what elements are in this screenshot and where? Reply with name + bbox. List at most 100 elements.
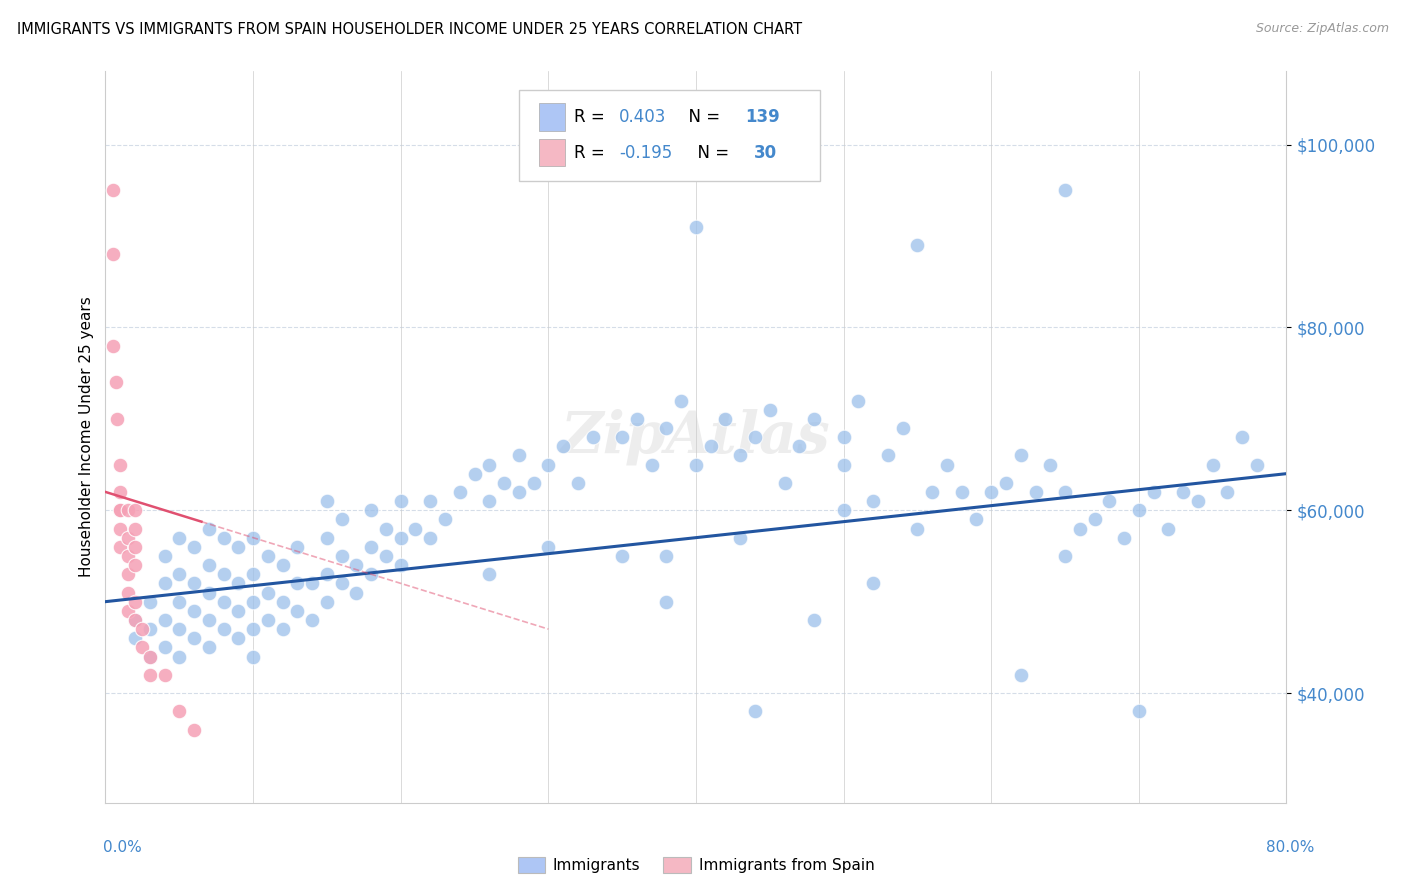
- Point: [169, 704, 191, 718]
- Point: [101, 247, 124, 261]
- Point: [862, 494, 884, 508]
- Point: [685, 458, 707, 472]
- Point: [655, 549, 678, 563]
- Point: [287, 540, 309, 554]
- Point: [610, 430, 633, 444]
- Text: IMMIGRANTS VS IMMIGRANTS FROM SPAIN HOUSEHOLDER INCOME UNDER 25 YEARS CORRELATIO: IMMIGRANTS VS IMMIGRANTS FROM SPAIN HOUS…: [17, 22, 801, 37]
- Point: [936, 458, 959, 472]
- Point: [228, 604, 250, 618]
- Point: [138, 649, 162, 664]
- Point: [1054, 183, 1077, 197]
- Point: [110, 503, 132, 517]
- Point: [508, 448, 530, 462]
- Point: [271, 558, 294, 573]
- Point: [124, 558, 146, 573]
- Y-axis label: Householder Income Under 25 years: Householder Income Under 25 years: [79, 297, 94, 577]
- Point: [730, 531, 752, 545]
- Point: [183, 540, 205, 554]
- Point: [730, 448, 752, 462]
- Point: [110, 521, 132, 535]
- Text: -0.195: -0.195: [619, 145, 672, 162]
- Point: [1083, 512, 1105, 526]
- Point: [257, 613, 280, 627]
- Point: [832, 458, 855, 472]
- Point: [242, 622, 264, 636]
- Point: [419, 531, 441, 545]
- Point: [803, 411, 825, 425]
- Point: [582, 430, 605, 444]
- Point: [110, 484, 132, 499]
- Point: [346, 585, 368, 599]
- Point: [773, 475, 796, 490]
- Point: [330, 549, 353, 563]
- Point: [1010, 667, 1032, 681]
- Point: [389, 494, 412, 508]
- Point: [110, 458, 132, 472]
- Point: [138, 649, 162, 664]
- Point: [242, 531, 264, 545]
- Point: [685, 219, 707, 234]
- Point: [492, 475, 515, 490]
- Point: [360, 540, 382, 554]
- Point: [389, 531, 412, 545]
- Point: [1187, 494, 1209, 508]
- Point: [537, 540, 560, 554]
- Point: [508, 484, 530, 499]
- Point: [405, 521, 427, 535]
- Point: [1157, 521, 1180, 535]
- Point: [832, 430, 855, 444]
- Point: [891, 421, 914, 435]
- Point: [374, 549, 398, 563]
- Text: R =: R =: [574, 145, 610, 162]
- Point: [1039, 458, 1062, 472]
- Point: [315, 531, 337, 545]
- Point: [212, 594, 235, 608]
- Point: [523, 475, 546, 490]
- Point: [907, 238, 929, 252]
- Point: [138, 622, 162, 636]
- Point: [197, 558, 219, 573]
- Point: [655, 594, 678, 608]
- Point: [228, 540, 250, 554]
- Point: [877, 448, 900, 462]
- Point: [287, 604, 309, 618]
- Point: [104, 375, 127, 389]
- Point: [419, 494, 441, 508]
- Point: [610, 549, 633, 563]
- Point: [744, 430, 766, 444]
- Point: [212, 531, 235, 545]
- Point: [1171, 484, 1194, 499]
- Point: [228, 576, 250, 591]
- Point: [950, 484, 973, 499]
- Point: [980, 484, 1002, 499]
- Point: [124, 503, 146, 517]
- Point: [832, 503, 855, 517]
- Point: [169, 594, 191, 608]
- Text: Source: ZipAtlas.com: Source: ZipAtlas.com: [1256, 22, 1389, 36]
- Point: [124, 540, 146, 554]
- Point: [228, 631, 250, 645]
- Text: 0.0%: 0.0%: [103, 839, 142, 855]
- Point: [641, 458, 664, 472]
- Point: [921, 484, 943, 499]
- Point: [1054, 484, 1077, 499]
- Point: [117, 549, 139, 563]
- Point: [803, 613, 825, 627]
- FancyBboxPatch shape: [519, 90, 820, 181]
- Point: [551, 439, 574, 453]
- Point: [537, 458, 560, 472]
- Text: 30: 30: [754, 145, 778, 162]
- FancyBboxPatch shape: [538, 138, 565, 167]
- Point: [1098, 494, 1121, 508]
- Point: [138, 594, 162, 608]
- Point: [212, 622, 235, 636]
- Point: [1128, 704, 1150, 718]
- Point: [759, 402, 782, 417]
- Point: [699, 439, 723, 453]
- Point: [197, 640, 219, 655]
- Point: [124, 631, 146, 645]
- Point: [995, 475, 1018, 490]
- Point: [242, 649, 264, 664]
- Point: [153, 576, 176, 591]
- Text: 80.0%: 80.0%: [1267, 839, 1315, 855]
